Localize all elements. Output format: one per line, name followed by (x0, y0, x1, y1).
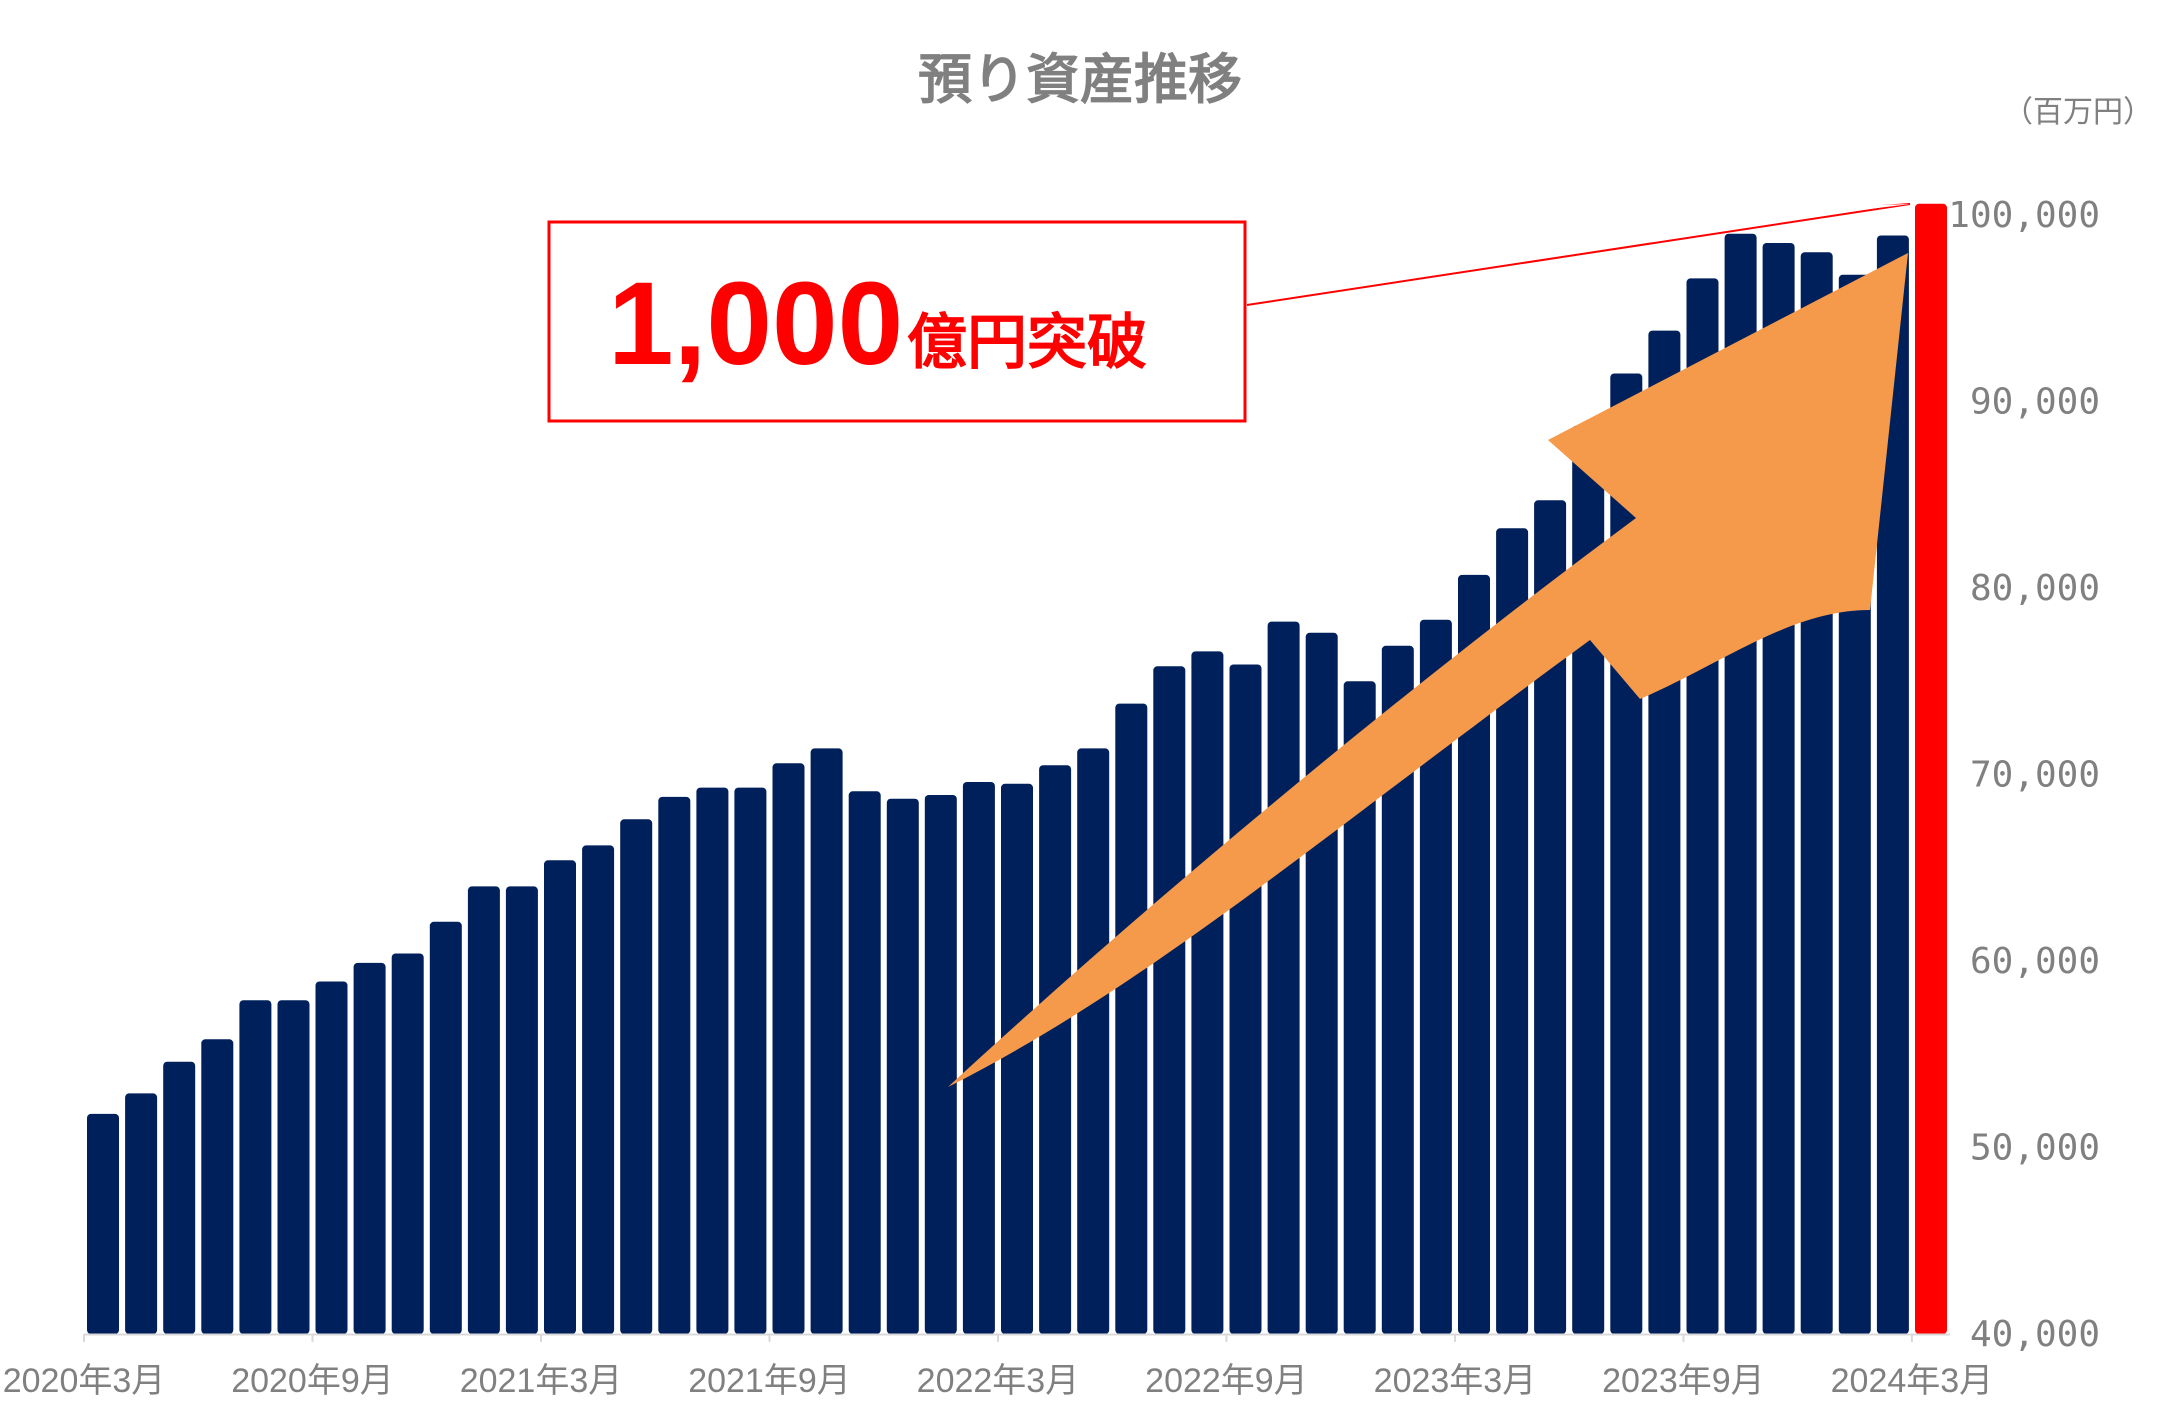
bar (1458, 574, 1490, 1334)
bar (277, 1000, 310, 1334)
bar (1572, 425, 1605, 1334)
callout-number: 1,000 (608, 258, 903, 390)
bar (1305, 632, 1338, 1334)
bar (87, 1113, 119, 1334)
y-axis-ticks: 40,000 50,000 60,000 70,000 80,000 90,000 100,… (1948, 195, 2100, 1355)
bar (467, 886, 500, 1334)
bar-series (87, 203, 1947, 1335)
x-tick-label: 2023年9月 (1602, 1362, 1765, 1400)
bar (1115, 703, 1148, 1334)
x-tick-label: 2021年9月 (688, 1362, 851, 1400)
x-tick-label: 2021年3月 (460, 1362, 623, 1400)
bar (1001, 783, 1033, 1334)
bar (391, 953, 424, 1334)
bar (544, 860, 576, 1334)
bar (353, 962, 386, 1334)
bar (1153, 666, 1186, 1334)
bar (125, 1093, 158, 1334)
bar (1343, 681, 1376, 1335)
y-tick-label: 50,000 (1970, 1128, 2100, 1169)
bar (1876, 235, 1909, 1334)
y-tick-label: 60,000 (1970, 941, 2100, 982)
bar (962, 782, 995, 1334)
bar (1191, 651, 1224, 1334)
unit-label: （百万円） (2003, 95, 2153, 130)
y-tick-label: 100,000 (1948, 195, 2100, 236)
bar (1534, 500, 1567, 1334)
bar (1381, 645, 1414, 1334)
growth-arrow-icon (948, 253, 1908, 1087)
callout-text: 億円突破 (907, 308, 1147, 378)
bar (505, 886, 538, 1334)
bar (1496, 528, 1529, 1334)
y-tick-label: 80,000 (1970, 568, 2100, 609)
bar (734, 787, 767, 1334)
bar (886, 798, 919, 1334)
bar (163, 1061, 196, 1334)
bar (772, 763, 805, 1334)
x-axis-ticks: 2020年3月 2020年9月 2021年3月 2021年9月 2022年3月 2022年… (3, 1334, 1993, 1400)
bar (315, 981, 348, 1334)
callout-leader (1246, 203, 1911, 306)
x-tick-label: 2020年3月 (3, 1362, 166, 1400)
bar (924, 795, 957, 1334)
x-tick-label: 2024年3月 (1831, 1362, 1994, 1400)
x-tick-label: 2020年9月 (231, 1362, 394, 1400)
bar (1077, 748, 1110, 1334)
bar (1039, 765, 1072, 1334)
x-tick-label: 2022年9月 (1145, 1362, 1308, 1400)
bar (658, 796, 691, 1334)
bar (848, 791, 881, 1334)
chart-title: 預り資産推移 (918, 48, 1242, 111)
bar (239, 1000, 272, 1334)
bar (620, 819, 653, 1334)
callout-box: 1,000 億円突破 (547, 220, 1247, 423)
bar (429, 921, 462, 1334)
bar (810, 748, 843, 1334)
bar (1267, 621, 1300, 1334)
y-tick-label: 70,000 (1970, 755, 2100, 796)
x-tick-label: 2022年3月 (917, 1362, 1080, 1400)
bar (201, 1039, 234, 1334)
bar (1419, 619, 1452, 1334)
y-tick-label: 40,000 (1970, 1314, 2100, 1355)
bar-highlight (1915, 203, 1947, 1334)
bar (1229, 664, 1262, 1334)
bar (696, 787, 729, 1334)
x-tick-label: 2023年3月 (1374, 1362, 1537, 1400)
y-tick-label: 90,000 (1970, 382, 2100, 423)
bar (582, 845, 615, 1334)
